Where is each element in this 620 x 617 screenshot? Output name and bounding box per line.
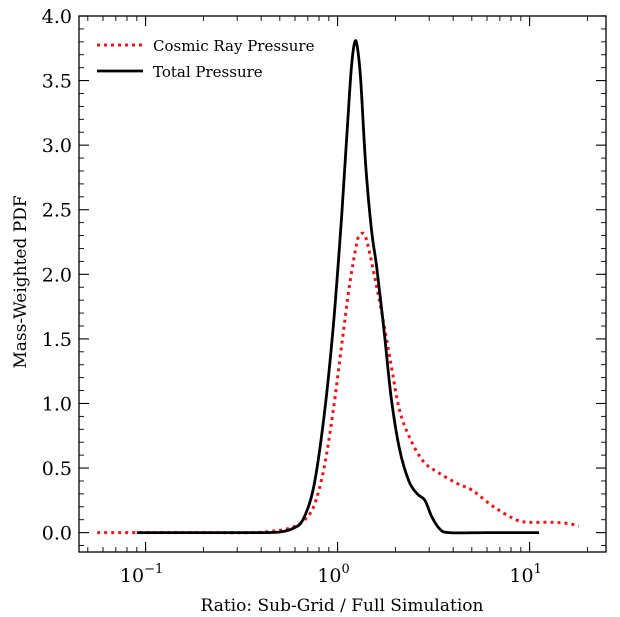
total-pressure-line	[137, 41, 539, 533]
y-tick-label: 0.0	[42, 523, 72, 545]
y-tick-label: 4.0	[42, 6, 72, 28]
x-tick-label: 100	[317, 562, 349, 587]
y-axis-label: Mass-Weighted PDF	[11, 195, 31, 368]
x-tick-label: 101	[509, 562, 541, 587]
x-tick-label: 10−1	[120, 562, 163, 587]
y-tick-label: 0.5	[42, 458, 72, 480]
legend-label-cosmic-ray: Cosmic Ray Pressure	[153, 37, 315, 55]
legend-label-total: Total Pressure	[153, 63, 263, 81]
x-axis-label: Ratio: Sub-Grid / Full Simulation	[201, 596, 484, 616]
y-tick-label: 3.0	[42, 135, 72, 157]
y-tick-label: 1.5	[42, 329, 72, 351]
y-tick-label: 2.5	[42, 200, 72, 222]
y-tick-label: 2.0	[42, 264, 72, 286]
y-tick-label: 3.5	[42, 71, 72, 93]
legend: Cosmic Ray Pressure Total Pressure	[97, 37, 315, 81]
y-tick-label: 1.0	[42, 393, 72, 415]
plot-frame	[79, 16, 606, 552]
